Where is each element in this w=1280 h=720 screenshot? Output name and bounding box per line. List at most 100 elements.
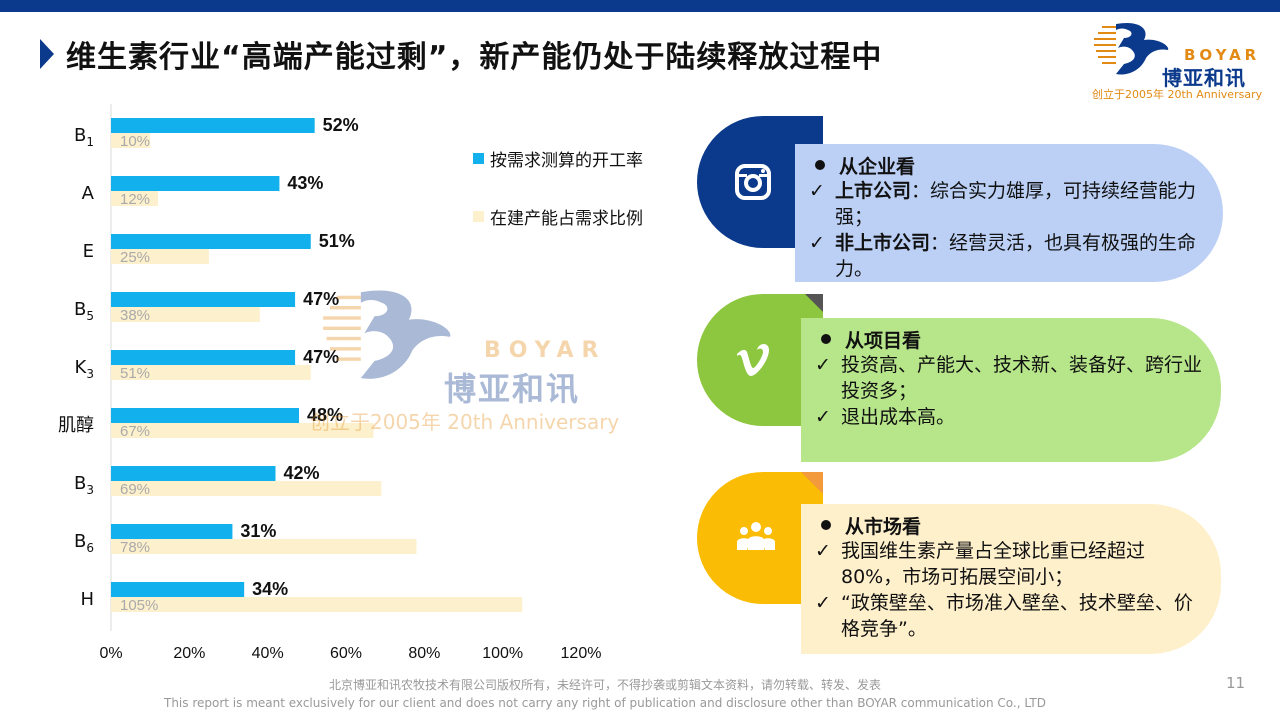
bullet-dot-icon — [821, 520, 831, 530]
data-label-demand: 47% — [303, 347, 339, 367]
category-label: K3 — [75, 357, 94, 381]
check-icon: ✓ — [809, 180, 825, 202]
legend-item-build: 在建产能占需求比例 — [473, 204, 643, 229]
data-label-demand: 42% — [284, 463, 320, 483]
data-label-build: 51% — [120, 365, 150, 382]
category-label: 肌醇 — [58, 415, 94, 436]
bullet-dot-icon — [821, 334, 831, 344]
bar-build — [111, 423, 374, 438]
legend-label-build: 在建产能占需求比例 — [490, 209, 643, 229]
card-enterprise-heading: 从企业看 — [809, 152, 1205, 178]
item-text: ：综合实力雄厚，可持续经营能力强； — [835, 180, 1197, 228]
bar-build — [111, 365, 311, 380]
card-market: 从市场看 ✓ 我国维生素产量占全球比重已经超过80%，市场可拓展空间小； ✓ “政策… — [697, 472, 1223, 656]
category-label: E — [83, 241, 94, 262]
check-icon: ✓ — [815, 354, 831, 376]
bar-build — [111, 481, 382, 496]
data-label-demand: 52% — [323, 115, 359, 135]
page-number: 11 — [1226, 674, 1246, 692]
data-label-demand: 47% — [303, 289, 339, 309]
legend-label-demand: 按需求测算的开工率 — [490, 151, 643, 171]
card-enterprise: 从企业看 ✓ 上市公司：综合实力雄厚，可持续经营能力强； ✓ 非上市公司：经营灵活，… — [697, 116, 1223, 284]
x-tick-label: 60% — [330, 645, 362, 662]
check-icon: ✓ — [809, 232, 825, 254]
card-market-body: 从市场看 ✓ 我国维生素产量占全球比重已经超过80%，市场可拓展空间小； ✓ “政策… — [801, 504, 1221, 654]
header-bar — [0, 0, 1280, 12]
data-label-demand: 31% — [240, 521, 276, 541]
bar-build — [111, 597, 523, 612]
legend-swatch-demand — [473, 153, 484, 164]
logo-bird-icon — [1094, 22, 1169, 75]
category-label: B5 — [74, 299, 94, 323]
bar-build — [111, 133, 151, 148]
item-bold-text: 上市公司 — [835, 180, 912, 202]
bar-demand — [111, 466, 276, 481]
card-enterprise-heading-text: 从企业看 — [839, 155, 916, 178]
card-project-corner — [805, 294, 823, 312]
x-tick-label: 40% — [252, 645, 284, 662]
data-label-build: 78% — [120, 539, 150, 556]
card-project-item: ✓ 退出成本高。 — [815, 404, 1203, 430]
data-label-build: 10% — [120, 133, 150, 150]
data-label-build: 69% — [120, 481, 150, 498]
bar-demand — [111, 350, 296, 365]
card-market-heading-text: 从市场看 — [845, 515, 922, 538]
footer-copyright-cn: 北京博亚和讯农牧技术有限公司版权所有，未经许可，不得抄袭或剪辑文本资料，请勿转载… — [328, 678, 881, 692]
card-enterprise-item: ✓ 非上市公司：经营灵活，也具有极强的生命力。 — [809, 230, 1205, 282]
data-label-demand: 48% — [307, 405, 343, 425]
card-project-item: ✓ 投资高、产能大、技术新、装备好、跨行业投资多； — [815, 352, 1203, 404]
data-label-build: 12% — [120, 191, 150, 208]
bullet-dot-icon — [815, 160, 825, 170]
bar-demand — [111, 408, 299, 423]
check-icon: ✓ — [815, 406, 831, 428]
data-label-build: 25% — [120, 249, 150, 266]
bar-build — [111, 191, 158, 206]
instagram-icon — [735, 164, 771, 200]
logo-brand-en: BOYAR — [1184, 46, 1261, 64]
item-text: 投资高、产能大、技术新、装备好、跨行业投资多； — [841, 354, 1203, 402]
x-tick-label: 0% — [99, 645, 122, 662]
data-label-build: 105% — [120, 597, 158, 614]
title-area: 维生素行业“高端产能过剩”，新产能仍处于陆续释放过程中 — [40, 34, 883, 75]
bar-demand — [111, 176, 280, 191]
page-title: 维生素行业“高端产能过剩”，新产能仍处于陆续释放过程中 — [66, 40, 883, 75]
card-market-corner — [801, 472, 823, 494]
card-project-body: 从项目看 ✓ 投资高、产能大、技术新、装备好、跨行业投资多； ✓ 退出成本高。 — [801, 318, 1221, 462]
category-label: B3 — [74, 473, 94, 497]
category-label: B6 — [74, 531, 94, 555]
legend-item-demand: 按需求测算的开工率 — [473, 146, 643, 171]
vimeo-icon — [737, 344, 769, 376]
category-label: B1 — [74, 125, 94, 149]
bar-build — [111, 539, 417, 554]
bar-demand — [111, 234, 311, 249]
category-label: A — [82, 183, 95, 204]
item-text: “政策壁垒、市场准入壁垒、技术壁垒、价格竞争”。 — [841, 592, 1193, 640]
card-market-heading: 从市场看 — [815, 512, 1203, 538]
check-icon: ✓ — [815, 540, 831, 562]
bar-demand — [111, 524, 233, 539]
x-tick-label: 20% — [173, 645, 205, 662]
legend-swatch-build — [473, 211, 484, 222]
company-logo: BOYAR 博亚和讯 创立于2005年 20th Anniversary — [1088, 18, 1264, 104]
item-text: 退出成本高。 — [841, 406, 956, 428]
card-project-heading-text: 从项目看 — [845, 329, 922, 352]
data-label-build: 38% — [120, 307, 150, 324]
group-icon — [737, 522, 775, 550]
logo-tagline: 创立于2005年 20th Anniversary — [1092, 88, 1263, 101]
card-enterprise-item: ✓ 上市公司：综合实力雄厚，可持续经营能力强； — [809, 178, 1205, 230]
card-market-item: ✓ “政策壁垒、市场准入壁垒、技术壁垒、价格竞争”。 — [815, 590, 1203, 642]
card-market-item: ✓ 我国维生素产量占全球比重已经超过80%，市场可拓展空间小； — [815, 538, 1203, 590]
bar-demand — [111, 118, 315, 133]
check-icon: ✓ — [815, 592, 831, 614]
data-label-demand: 34% — [252, 579, 288, 599]
category-label: H — [80, 589, 94, 610]
logo-brand-cn: 博亚和讯 — [1162, 66, 1246, 90]
item-text: ：经营灵活，也具有极强的生命力。 — [835, 232, 1197, 280]
bar-chart: 52% 10% B1 43% 12% A 51% 25% E 47% 38% B5 47% 51% K3 48… — [40, 96, 700, 676]
bar-demand — [111, 582, 245, 597]
card-project-heading: 从项目看 — [815, 326, 1203, 352]
footer-disclaimer-en: This report is meant exclusively for our… — [164, 696, 1046, 710]
x-tick-label: 120% — [561, 645, 602, 662]
title-arrow-icon — [40, 39, 54, 69]
bar-build — [111, 307, 260, 322]
